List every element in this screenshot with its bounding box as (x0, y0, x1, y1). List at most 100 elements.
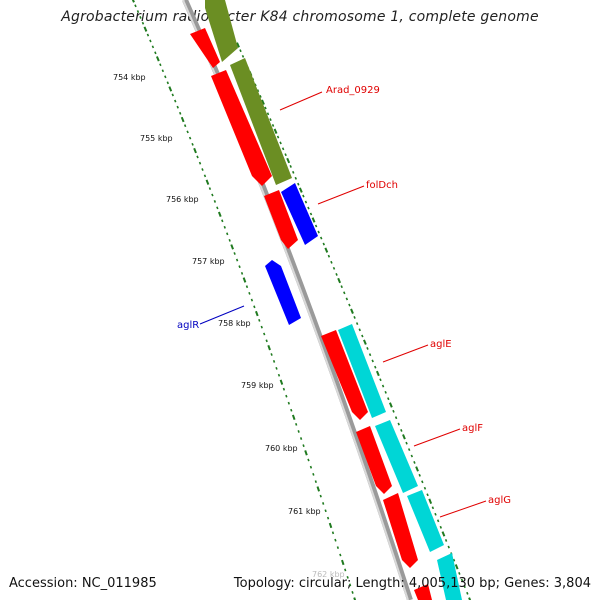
leader-agle (382, 344, 429, 363)
outer-ring-tick (350, 308, 354, 314)
inner-ring-tick (263, 332, 266, 336)
outer-ring-tick (264, 106, 267, 110)
outer-ring-tick (340, 285, 343, 289)
inner-ring-tick (186, 130, 189, 134)
outer-ring-tick (298, 187, 303, 193)
inner-ring-tick (304, 450, 308, 456)
outer-ring-tick (236, 42, 240, 48)
outer-ring-tick (330, 260, 333, 264)
inner-ring-tick (191, 142, 194, 146)
inner-ring-tick (282, 387, 286, 391)
inner-ring-tick (161, 69, 165, 73)
inner-ring-tick (339, 553, 342, 557)
inner-ring-tick (188, 136, 192, 140)
inner-ring-tick (226, 232, 229, 236)
outer-ring-tick (332, 266, 336, 270)
inner-ring-tick (240, 271, 244, 275)
outer-ring-tick (353, 316, 356, 319)
outer-ring-tick (413, 461, 416, 464)
outer-ring-tick (302, 194, 305, 198)
map-title: Agrobacterium radiobacter K84 chromosome… (61, 9, 539, 25)
inner-ring-tick (299, 437, 303, 440)
inner-ring-tick (159, 63, 162, 67)
inner-ring-tick (203, 174, 207, 178)
outer-ring-tick (407, 448, 411, 452)
outer-ring-tick (463, 585, 466, 589)
topology-text: Topology: circular; Length: 4,005,130 bp… (233, 576, 591, 591)
inner-ring-tick (250, 298, 254, 302)
inner-ring-tick (146, 33, 150, 37)
gene-label-aglr: aglR (177, 320, 199, 331)
feature-arad-0929-top (205, 0, 238, 62)
outer-ring-tick (447, 545, 450, 549)
outer-ring-tick (266, 112, 270, 116)
inner-ring-tick (267, 344, 271, 351)
inner-ring-tick (265, 339, 268, 343)
outer-ring-tick (309, 212, 313, 216)
scale-label-761: 761 kbp (288, 507, 321, 516)
scale-label-755: 755 kbp (140, 134, 173, 143)
inner-ring-tick (322, 502, 325, 505)
inner-ring-tick (183, 124, 187, 128)
outer-tick-ring (236, 42, 472, 600)
inner-ring-tick (179, 111, 182, 115)
inner-ring-tick (277, 373, 281, 377)
outer-ring-tick (466, 591, 469, 595)
outer-ring-tick (397, 422, 400, 426)
inner-ring-tick (166, 81, 169, 85)
inner-ring-tick (131, 0, 135, 3)
feature-aglg-extra (437, 553, 462, 600)
inner-ring-tick (275, 366, 278, 370)
outer-ring-tick (368, 353, 372, 357)
scale-label-757: 757 kbp (192, 257, 225, 266)
inner-ring-tick (336, 546, 340, 549)
outer-ring-tick (348, 303, 351, 307)
inner-ring-tick (309, 465, 313, 469)
inner-ring-tick (205, 179, 210, 185)
inner-ring-tick (348, 583, 352, 587)
inner-tick-ring (131, 0, 357, 600)
inner-ring-tick (297, 430, 300, 433)
outer-ring-tick (259, 95, 262, 98)
outer-ring-tick (402, 434, 406, 440)
outer-ring-tick (271, 124, 275, 127)
leader-aglr (199, 305, 245, 325)
outer-ring-tick (379, 378, 382, 382)
outer-ring-tick (458, 572, 461, 575)
outer-ring-tick (444, 539, 448, 542)
inner-ring-tick (253, 305, 256, 309)
inner-ring-tick (136, 10, 140, 14)
inner-ring-tick (176, 105, 179, 109)
outer-ring-tick (261, 99, 265, 105)
inner-ring-tick (346, 576, 349, 579)
scale-label-762: 762 kbp (312, 570, 345, 579)
outer-ring-tick (289, 165, 292, 168)
gene-label-agle: aglE (430, 339, 452, 350)
gene-label-arad-0929: Arad_0929 (326, 85, 380, 96)
inner-ring-tick (233, 252, 236, 255)
feature-red-6 (383, 493, 418, 568)
feature-red-5 (356, 426, 392, 494)
leader-foldch (317, 185, 365, 205)
inner-ring-tick (260, 325, 263, 329)
inner-ring-tick (228, 238, 231, 242)
outer-ring-tick (355, 322, 359, 326)
outer-ring-tick (452, 558, 456, 562)
inner-ring-tick (272, 360, 276, 363)
outer-ring-tick (428, 498, 433, 504)
outer-ring-tick (426, 493, 429, 497)
outer-ring-tick (241, 54, 245, 58)
inner-ring-tick (351, 591, 354, 594)
outer-ring-tick (423, 486, 427, 490)
outer-ring-tick (292, 170, 295, 174)
inner-ring-tick (326, 516, 330, 520)
feature-agle (338, 324, 386, 418)
outer-ring-tick (363, 339, 367, 345)
scale-label-759: 759 kbp (241, 381, 274, 390)
inner-ring-tick (242, 277, 247, 283)
feature-red-2 (211, 70, 272, 186)
inner-ring-tick (193, 147, 197, 154)
outer-ring-tick (374, 365, 377, 369)
inner-ring-tick (295, 422, 298, 426)
outer-ring-tick (421, 480, 424, 484)
